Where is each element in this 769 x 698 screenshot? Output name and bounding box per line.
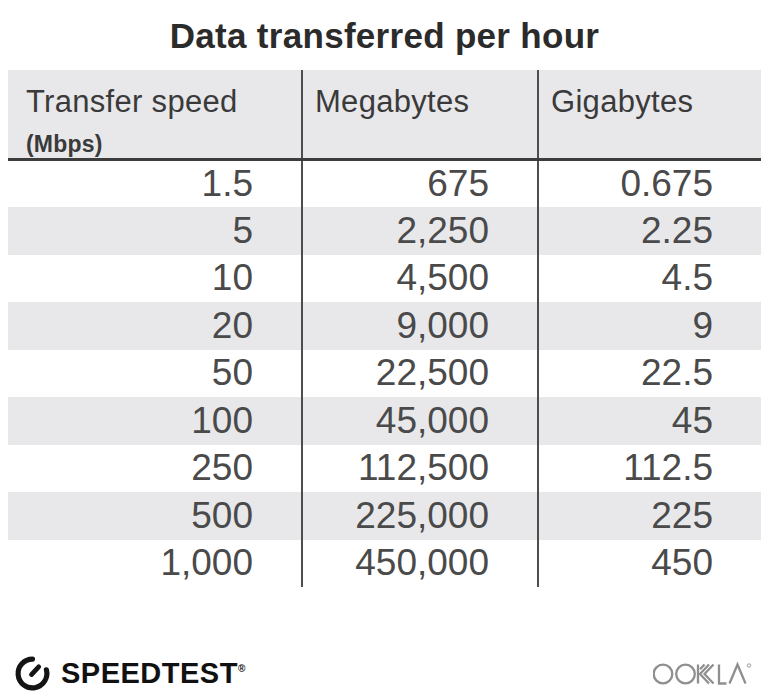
table-cell: 50 [8, 350, 302, 398]
table-cell: 250 [8, 445, 302, 493]
table-cell: 20 [8, 302, 302, 350]
speedtest-logo: SPEEDTEST® [14, 655, 246, 692]
page-title: Data transferred per hour [0, 16, 769, 56]
table-cell: 2,250 [302, 207, 538, 255]
header-megabytes: Megabytes [302, 70, 538, 160]
table-cell: 225,000 [302, 492, 538, 540]
table-cell: 450,000 [302, 540, 538, 588]
table-cell: 0.675 [538, 160, 761, 208]
table-cell: 4.5 [538, 255, 761, 303]
table-cell: 225 [538, 492, 761, 540]
table-row: 52,2502.25 [8, 207, 761, 255]
table-cell: 1,000 [8, 540, 302, 588]
table-row: 104,5004.5 [8, 255, 761, 303]
ookla-logo [653, 659, 755, 687]
table-row: 500225,000225 [8, 492, 761, 540]
table-cell: 22,500 [302, 350, 538, 398]
header-transfer-speed: Transfer speed (Mbps) [8, 70, 302, 160]
table-header-row: Transfer speed (Mbps) Megabytes Gigabyte… [8, 70, 761, 160]
table-cell: 100 [8, 397, 302, 445]
table-cell: 112.5 [538, 445, 761, 493]
table-cell: 4,500 [302, 255, 538, 303]
table-cell: 5 [8, 207, 302, 255]
header-transfer-speed-label: Transfer speed [26, 84, 301, 120]
table-cell: 10 [8, 255, 302, 303]
table-cell: 45 [538, 397, 761, 445]
table-row: 1,000450,000450 [8, 540, 761, 588]
header-mbps-unit: (Mbps) [26, 131, 301, 158]
table-cell: 45,000 [302, 397, 538, 445]
table-cell: 500 [8, 492, 302, 540]
table-cell: 9 [538, 302, 761, 350]
speedtest-gauge-icon [14, 655, 51, 692]
table-cell: 9,000 [302, 302, 538, 350]
header-gigabytes: Gigabytes [538, 70, 761, 160]
registered-mark: ® [238, 663, 246, 674]
data-table: Transfer speed (Mbps) Megabytes Gigabyte… [8, 70, 761, 587]
table-cell: 2.25 [538, 207, 761, 255]
table-cell: 1.5 [8, 160, 302, 208]
table-row: 250112,500112.5 [8, 445, 761, 493]
table-cell: 675 [302, 160, 538, 208]
table-cell: 22.5 [538, 350, 761, 398]
table-row: 10045,00045 [8, 397, 761, 445]
table-row: 5022,50022.5 [8, 350, 761, 398]
table-row: 209,0009 [8, 302, 761, 350]
footer: SPEEDTEST® [14, 653, 755, 693]
table-cell: 112,500 [302, 445, 538, 493]
table-cell: 450 [538, 540, 761, 588]
ookla-wordmark-icon [653, 659, 755, 687]
table-row: 1.56750.675 [8, 160, 761, 208]
speedtest-wordmark: SPEEDTEST® [61, 657, 246, 690]
